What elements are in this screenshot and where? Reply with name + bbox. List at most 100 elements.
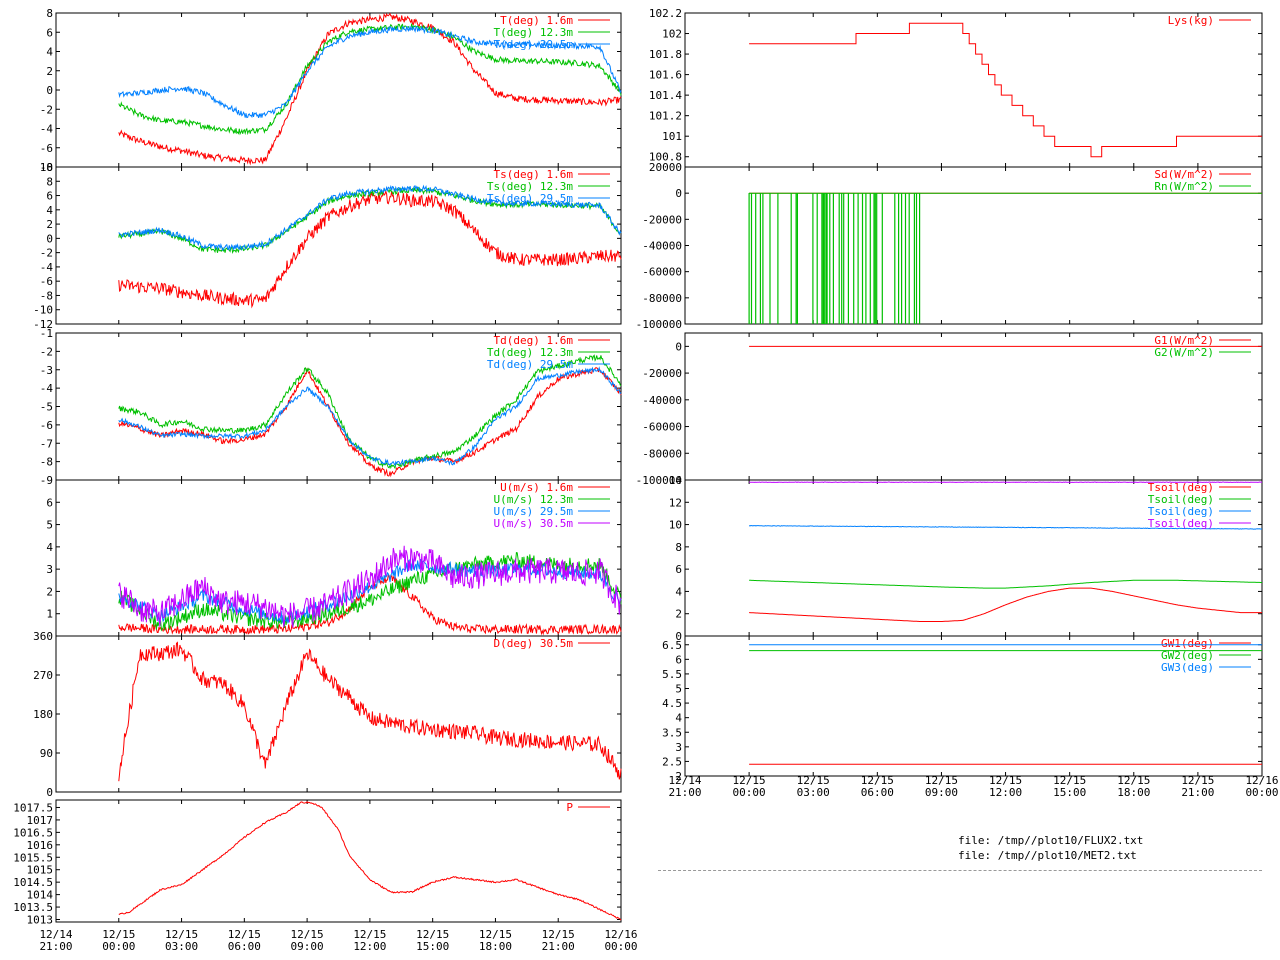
wind-direction-ytick-label: 90	[40, 747, 53, 760]
radiation-spike-block	[748, 193, 921, 324]
right-axis-date-label: 12/15	[1053, 774, 1086, 787]
wind-direction-frame	[55, 635, 622, 793]
pressure-ytick-label: 1015.5	[13, 851, 53, 864]
mass-series-line	[749, 22, 1262, 158]
groundwater-ytick-label: 2.5	[662, 755, 682, 768]
air-temperature-ytick-label: -6	[40, 142, 53, 155]
right-axis-time-label: 12:00	[989, 786, 1022, 799]
pressure-ytick-label: 1017.5	[13, 801, 53, 814]
right-axis-date-label: 12/15	[925, 774, 958, 787]
left-axis-time-label: 21:00	[39, 940, 72, 953]
soil-heat-flux-ytick-label: 0	[675, 340, 682, 353]
right-axis-date-label: 12/15	[1117, 774, 1150, 787]
left-axis-date-label: 12/15	[228, 928, 261, 941]
dewpoint-series-line	[118, 366, 622, 467]
left-axis-date-label: 12/15	[416, 928, 449, 941]
pressure-ytick-label: 1014.5	[13, 876, 53, 889]
left-axis-date-label: 12/15	[291, 928, 324, 941]
soil-heat-flux-legend-label: G1(W/m^2)	[1154, 334, 1214, 347]
radiation-ytick-label: -20000	[642, 213, 682, 226]
groundwater-ytick-label: 4.5	[662, 697, 682, 710]
surface-temperature-frame	[55, 166, 622, 325]
soil-heat-flux-ytick-label: -60000	[642, 421, 682, 434]
pressure-frame	[55, 799, 622, 923]
groundwater-ytick-label: 3	[675, 741, 682, 754]
surface-temperature-ytick-label: -12	[33, 318, 53, 331]
pressure-ytick-label: 1016	[27, 839, 54, 852]
surface-temperature-ytick-label: 6	[46, 190, 53, 203]
wind-direction-ytick-label: 0	[46, 786, 53, 799]
mass-legend-label: Lys(kg)	[1168, 14, 1214, 27]
right-axis-date-label: 12/15	[733, 774, 766, 787]
right-axis-date-label: 12/15	[1181, 774, 1214, 787]
radiation-ytick-label: -100000	[636, 318, 682, 331]
wind-direction-ytick-label: 270	[33, 669, 53, 682]
wind-speed-legend-label: U(m/s) 29.5m	[494, 505, 574, 518]
groundwater-ytick-label: 2	[675, 770, 682, 783]
wind-speed-ytick-label: 2	[46, 585, 53, 598]
dewpoint-legend-label: Td(deg) 1.6m	[494, 334, 574, 347]
right-axis-date-label: 12/14	[668, 774, 701, 787]
right-axis-time-label: 21:00	[668, 786, 701, 799]
pressure-ytick-label: 1017	[27, 814, 54, 827]
dewpoint-ytick-label: -9	[40, 474, 53, 487]
soil-temperature-ytick-label: 14	[669, 474, 683, 487]
left-axis-time-label: 03:00	[165, 940, 198, 953]
dewpoint-series-line	[118, 354, 622, 470]
surface-temperature-ytick-label: 2	[46, 218, 53, 231]
groundwater-frame	[684, 635, 1263, 777]
left-axis-time-label: 12:00	[353, 940, 386, 953]
mass-ytick-label: 101	[662, 130, 682, 143]
wind-speed-series-line	[118, 558, 622, 624]
left-axis-time-label: 06:00	[228, 940, 261, 953]
dewpoint-legend-label: Td(deg) 12.3m	[487, 346, 573, 359]
right-axis-time-label: 09:00	[925, 786, 958, 799]
left-axis-time-label: 00:00	[102, 940, 135, 953]
soil-heat-flux-ytick-label: -80000	[642, 447, 682, 460]
groundwater-legend-label: GW1(deg)	[1161, 637, 1214, 650]
pressure-legend-label: P	[566, 801, 573, 814]
dewpoint-legend-label: Td(deg) 29.5m	[487, 358, 573, 371]
soil-temperature-series-line	[749, 587, 1262, 622]
dewpoint-series-line	[118, 367, 622, 478]
soil-temperature-ytick-label: 10	[669, 519, 682, 532]
mass-ytick-label: 101.8	[649, 48, 682, 61]
air-temperature-ytick-label: -4	[40, 123, 54, 136]
air-temperature-series-line	[118, 25, 622, 119]
left-axis-date-label: 12/15	[165, 928, 198, 941]
air-temperature-ytick-label: 4	[46, 46, 53, 59]
left-axis-date-label: 12/15	[353, 928, 386, 941]
wind-speed-ytick-label: 4	[46, 541, 53, 554]
surface-temperature-legend-label: Ts(deg) 12.3m	[487, 180, 573, 193]
dewpoint-ytick-label: -1	[40, 327, 53, 340]
surface-temperature-ytick-label: 8	[46, 175, 53, 188]
radiation-ytick-label: 20000	[649, 161, 682, 174]
mass-ytick-label: 101.2	[649, 110, 682, 123]
surface-temperature-ytick-label: -6	[40, 275, 53, 288]
wind-speed-legend-label: U(m/s) 1.6m	[500, 481, 573, 494]
surface-temperature-legend-label: Ts(deg) 1.6m	[494, 168, 574, 181]
wind-speed-ytick-label: 5	[46, 519, 53, 532]
left-axis-time-label: 09:00	[291, 940, 324, 953]
air-temperature-ytick-label: -8	[40, 161, 53, 174]
surface-temperature-series-line	[118, 184, 622, 252]
surface-temperature-ytick-label: -8	[40, 289, 53, 302]
right-axis-time-label: 03:00	[797, 786, 830, 799]
soil-heat-flux-ytick-label: -20000	[642, 367, 682, 380]
wind-speed-ytick-label: 1	[46, 608, 53, 621]
soil-temperature-ytick-label: 0	[675, 630, 682, 643]
pressure-ytick-label: 1013.5	[13, 901, 53, 914]
soil-temperature-series-line	[749, 579, 1262, 589]
file-label-met: file: /tmp//plot10/MET2.txt	[958, 849, 1137, 862]
surface-temperature-ytick-label: -4	[40, 261, 54, 274]
pressure-ytick-label: 1013	[27, 914, 54, 927]
soil-temperature-legend-label: Tsoil(deg)	[1148, 517, 1214, 530]
pressure-ytick-label: 1016.5	[13, 826, 53, 839]
right-axis-date-label: 12/15	[797, 774, 830, 787]
soil-temperature-ytick-label: 6	[675, 563, 682, 576]
right-axis-date-label: 12/15	[989, 774, 1022, 787]
right-axis-time-label: 18:00	[1117, 786, 1150, 799]
soil-heat-flux-legend-label: G2(W/m^2)	[1154, 346, 1214, 359]
air-temperature-ytick-label: 2	[46, 65, 53, 78]
radiation-ytick-label: -80000	[642, 292, 682, 305]
